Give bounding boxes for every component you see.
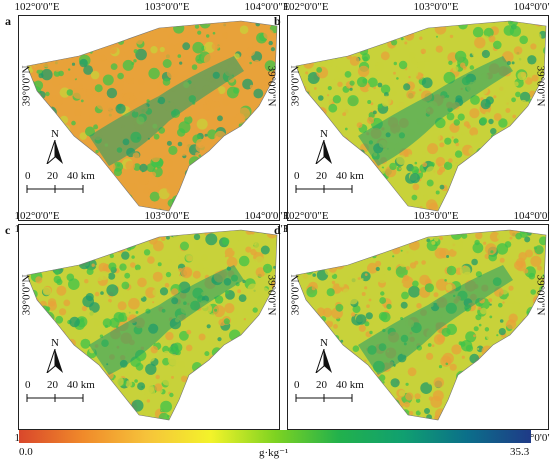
scale-bar: 0 20 40 km <box>25 170 95 193</box>
longitude-tick-label: 104°0'0"E <box>513 210 550 222</box>
soil-map-raster <box>26 229 278 421</box>
latitude-tick-label: 39°0'0"N <box>534 65 547 107</box>
map-panel-d: d102°0'0"E102°0'0"E103°0'0"E103°0'0"E104… <box>274 210 550 444</box>
colorbar <box>19 430 531 443</box>
latitude-tick-label: 39°0'0"N <box>289 65 302 107</box>
soil-map-raster <box>26 20 278 212</box>
map-panel-c: c102°0'0"E102°0'0"E103°0'0"E103°0'0"E104… <box>5 210 290 444</box>
panel-label: a <box>5 14 11 28</box>
north-arrow: N <box>314 128 334 167</box>
colorbar-max-label: 35.3 <box>510 446 530 458</box>
scale-bar: 0 20 40 km <box>25 379 95 402</box>
map-panel-a: a102°0'0"E102°0'0"E103°0'0"E103°0'0"E104… <box>5 1 290 235</box>
longitude-tick-label: 103°0'0"E <box>413 1 459 13</box>
longitude-tick-label: 103°0'0"E <box>413 210 459 222</box>
longitude-tick-label: 102°0'0"E <box>283 1 329 13</box>
longitude-tick-label: 104°0'0"E <box>513 1 550 13</box>
scale-bar: 0 20 40 km <box>294 379 364 402</box>
longitude-tick-label: 102°0'0"E <box>14 1 60 13</box>
colorbar-min-label: 0.0 <box>19 446 33 458</box>
panel-label: b <box>274 14 281 28</box>
latitude-tick-label: 39°0'0"N <box>265 65 278 107</box>
latitude-tick-label: 39°0'0"N <box>534 274 547 316</box>
longitude-tick-label: 102°0'0"E <box>283 210 329 222</box>
panel-label: d <box>274 223 281 237</box>
longitude-tick-label: 103°0'0"E <box>144 210 190 222</box>
latitude-tick-label: 39°0'0"N <box>20 65 33 107</box>
soil-map-raster <box>295 20 547 212</box>
longitude-tick-label: 104°0'0"E <box>244 210 290 222</box>
north-arrow: N <box>45 128 65 167</box>
scale-bar: 0 20 40 km <box>294 170 364 193</box>
soil-map-raster <box>295 229 547 421</box>
north-arrow: N <box>314 337 334 376</box>
colorbar-unit-label: g·kg⁻¹ <box>259 447 289 459</box>
latitude-tick-label: 39°0'0"N <box>289 274 302 316</box>
longitude-tick-label: 102°0'0"E <box>14 210 60 222</box>
panel-label: c <box>5 223 11 237</box>
longitude-tick-label: 103°0'0"E <box>144 1 190 13</box>
latitude-tick-label: 39°0'0"N <box>20 274 33 316</box>
latitude-tick-label: 39°0'0"N <box>265 274 278 316</box>
map-panel-b: b102°0'0"E102°0'0"E103°0'0"E103°0'0"E104… <box>274 1 550 235</box>
north-arrow: N <box>45 337 65 376</box>
longitude-tick-label: 104°0'0"E <box>244 1 290 13</box>
